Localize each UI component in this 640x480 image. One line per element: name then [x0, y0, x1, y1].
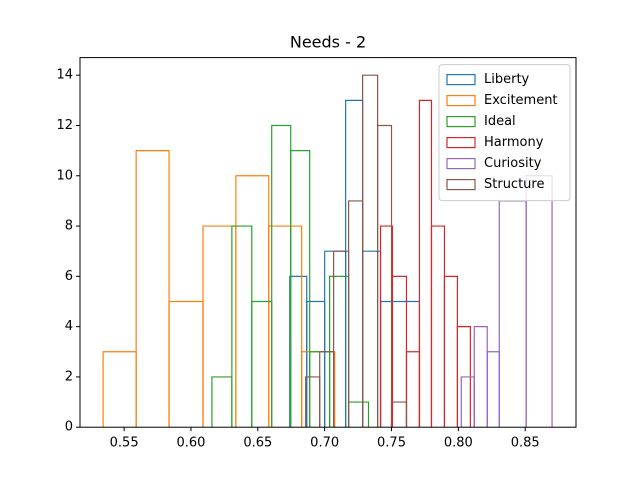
- legend-swatch: [446, 94, 476, 107]
- y-tick-label: 2: [65, 369, 73, 384]
- legend-swatch: [446, 158, 476, 170]
- legend-label: Excitement: [484, 93, 558, 108]
- histogram-bar: [102, 351, 137, 428]
- x-tick-label: 0.85: [511, 436, 540, 451]
- y-tick-label: 0: [65, 420, 73, 435]
- histogram-bar: [347, 200, 364, 428]
- histogram-bar: [168, 300, 204, 428]
- legend-label: Liberty: [484, 72, 530, 87]
- histogram-bar: [486, 351, 500, 428]
- histogram-bar: [525, 175, 553, 428]
- legend-label: Structure: [484, 177, 544, 192]
- legend-box: [438, 64, 571, 202]
- histogram-bar: [202, 225, 237, 428]
- y-tick-label: 4: [65, 319, 73, 334]
- chart-title: Needs - 2: [290, 33, 366, 52]
- histogram-bar: [405, 351, 421, 428]
- histogram-series: [102, 150, 336, 428]
- plot-frame: [79, 57, 577, 428]
- histogram-bar: [211, 376, 233, 428]
- legend-swatch: [446, 179, 476, 191]
- y-tick-label: 10: [56, 168, 73, 183]
- y-tick-label: 12: [56, 118, 73, 133]
- histogram-bar: [377, 124, 393, 428]
- histogram-bar: [391, 275, 408, 428]
- legend-label: Ideal: [484, 114, 516, 129]
- y-tick-label: 6: [65, 269, 73, 284]
- histogram-bar: [231, 225, 253, 428]
- histogram-bar: [305, 376, 321, 428]
- histogram-bar: [135, 150, 170, 428]
- histogram-bar: [268, 225, 303, 428]
- legend-swatch: [446, 73, 476, 86]
- histogram-bar: [418, 99, 433, 428]
- y-tick-label: 8: [65, 219, 73, 234]
- histogram-bar: [390, 401, 408, 428]
- histogram-series: [460, 175, 553, 428]
- histogram-bar: [443, 275, 459, 428]
- histogram-bar: [430, 225, 446, 428]
- legend-label: Harmony: [484, 135, 544, 150]
- histogram-bar: [333, 250, 350, 428]
- histogram-bar: [379, 300, 421, 428]
- histogram-bar: [271, 124, 292, 428]
- x-tick-label: 0.75: [377, 436, 406, 451]
- x-tick-label: 0.60: [176, 436, 205, 451]
- histogram-bar: [319, 351, 335, 428]
- legend-swatch: [446, 115, 476, 128]
- x-tick-label: 0.65: [243, 436, 272, 451]
- legend-swatch: [446, 137, 476, 149]
- histogram-bar: [460, 376, 475, 428]
- legend-label: Curiosity: [484, 156, 542, 171]
- histogram-series: [305, 74, 408, 428]
- x-tick-label: 0.80: [444, 436, 473, 451]
- histogram-bar: [498, 200, 527, 428]
- histogram-bar: [473, 326, 488, 428]
- histogram-bar: [290, 150, 311, 428]
- x-tick-label: 0.70: [310, 436, 339, 451]
- x-tick-label: 0.55: [110, 436, 139, 451]
- histogram-bar: [347, 401, 370, 428]
- y-tick-label: 14: [56, 68, 73, 83]
- histogram-bar: [379, 225, 394, 428]
